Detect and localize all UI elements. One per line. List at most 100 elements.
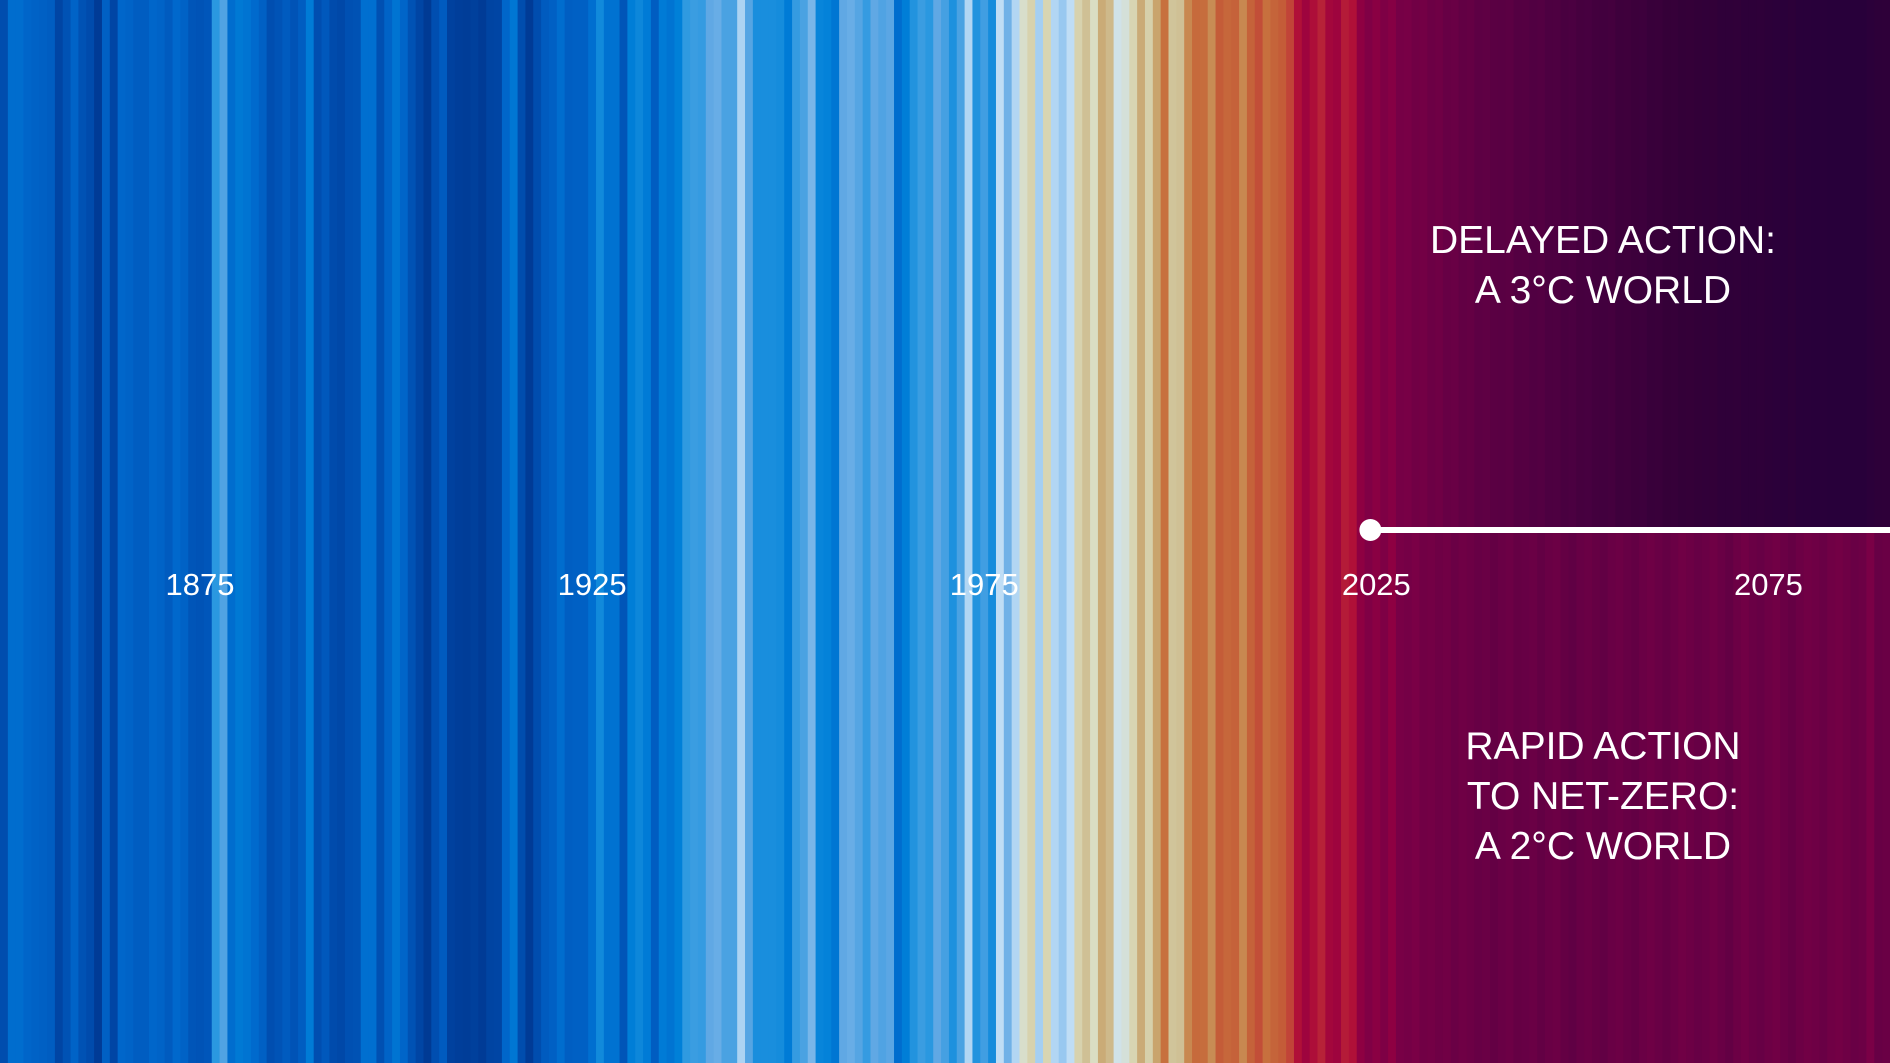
stripe-1895 [352, 0, 362, 1063]
stripe-rapid-2071 [1733, 530, 1742, 1063]
stripe-1988 [1082, 0, 1091, 1063]
stripe-rapid-2077 [1780, 530, 1789, 1063]
tick-label-1875: 1875 [165, 567, 235, 602]
stripe-delayed-2035 [1450, 0, 1460, 530]
stripe-1888 [298, 0, 307, 1063]
stripe-1892 [329, 0, 338, 1063]
stripe-rapid-2059 [1639, 530, 1648, 1063]
stripe-1858 [62, 0, 72, 1063]
stripe-delayed-2026 [1380, 0, 1389, 530]
stripe-1852 [15, 0, 25, 1063]
stripe-1872 [172, 0, 181, 1063]
stripe-rapid-2038 [1474, 530, 1483, 1063]
tick-label-1925: 1925 [557, 567, 627, 602]
stripe-rapid-2026 [1380, 530, 1389, 1063]
stripe-1938 [690, 0, 699, 1063]
stripe-2004 [1207, 0, 1217, 1063]
stripe-2011 [1262, 0, 1272, 1063]
stripe-1957 [839, 0, 848, 1063]
stripe-1974 [972, 0, 981, 1063]
stripe-1914 [501, 0, 511, 1063]
stripe-1984 [1050, 0, 1060, 1063]
stripe-rapid-2055 [1607, 530, 1617, 1063]
stripe-2000 [1176, 0, 1185, 1063]
stripe-1981 [1027, 0, 1036, 1063]
stripe-rapid-2069 [1717, 530, 1726, 1063]
stripe-delayed-2079 [1795, 0, 1805, 530]
stripe-delayed-2033 [1435, 0, 1444, 530]
stripe-delayed-2038 [1474, 0, 1483, 530]
stripe-delayed-2031 [1419, 0, 1428, 530]
stripe-delayed-2028 [1395, 0, 1405, 530]
stripe-2005 [1215, 0, 1225, 1063]
stripe-1898 [376, 0, 385, 1063]
stripe-1964 [894, 0, 903, 1063]
stripe-2008 [1239, 0, 1248, 1063]
stripe-1881 [243, 0, 252, 1063]
stripe-rapid-2068 [1709, 530, 1719, 1063]
stripe-rapid-2047 [1544, 530, 1554, 1063]
stripe-rapid-2079 [1795, 530, 1805, 1063]
stripe-delayed-2030 [1411, 0, 1421, 530]
stripe-1959 [854, 0, 864, 1063]
stripe-delayed-2087 [1858, 0, 1868, 530]
stripe-rapid-2053 [1591, 530, 1601, 1063]
stripe-1913 [494, 0, 503, 1063]
stripe-1945 [745, 0, 754, 1063]
stripe-rapid-2083 [1827, 530, 1836, 1063]
stripe-rapid-2025 [1372, 530, 1381, 1063]
stripe-rapid-2034 [1442, 530, 1452, 1063]
stripe-1922 [564, 0, 574, 1063]
stripe-rapid-2062 [1662, 530, 1672, 1063]
stripe-delayed-2043 [1513, 0, 1523, 530]
stripe-rapid-2078 [1788, 530, 1797, 1063]
stripe-delayed-2048 [1552, 0, 1562, 530]
stripe-delayed-2077 [1780, 0, 1789, 530]
stripe-1863 [101, 0, 111, 1063]
stripe-1902 [407, 0, 417, 1063]
stripe-rapid-2060 [1646, 530, 1656, 1063]
stripe-1887 [290, 0, 299, 1063]
stripe-rapid-2037 [1466, 530, 1475, 1063]
stripe-rapid-2027 [1388, 530, 1397, 1063]
stripe-1876 [203, 0, 213, 1063]
stripe-rapid-2042 [1505, 530, 1515, 1063]
stripe-rapid-2046 [1537, 530, 1546, 1063]
stripe-1953 [807, 0, 817, 1063]
stripe-rapid-2058 [1631, 530, 1640, 1063]
stripe-2018 [1317, 0, 1326, 1063]
stripe-1943 [729, 0, 738, 1063]
stripe-delayed-2071 [1733, 0, 1742, 530]
stripe-1935 [666, 0, 676, 1063]
stripe-1901 [399, 0, 409, 1063]
stripe-2009 [1246, 0, 1256, 1063]
stripe-1987 [1074, 0, 1083, 1063]
stripe-1921 [556, 0, 566, 1063]
stripe-1868 [141, 0, 150, 1063]
stripe-1912 [486, 0, 495, 1063]
stripe-1917 [525, 0, 534, 1063]
stripe-1954 [815, 0, 825, 1063]
stripe-1854 [31, 0, 40, 1063]
stripe-rapid-2057 [1623, 530, 1632, 1063]
stripe-1878 [219, 0, 229, 1063]
stripe-1952 [799, 0, 809, 1063]
stripe-delayed-2047 [1544, 0, 1554, 530]
stripe-rapid-2035 [1450, 530, 1460, 1063]
delayed-action-annotation: DELAYED ACTION: A 3°C WORLD [1430, 216, 1776, 316]
stripe-1960 [862, 0, 872, 1063]
stripe-1977 [995, 0, 1005, 1063]
stripe-rapid-2088 [1866, 530, 1875, 1063]
stripe-1877 [211, 0, 221, 1063]
stripe-1965 [901, 0, 911, 1063]
annotation-line: DELAYED ACTION: [1429, 219, 1777, 262]
stripe-rapid-2086 [1850, 530, 1860, 1063]
stripe-2002 [1192, 0, 1201, 1063]
stripe-1907 [447, 0, 456, 1063]
stripe-rapid-2050 [1568, 530, 1577, 1063]
stripe-rapid-2032 [1427, 530, 1436, 1063]
stripe-1978 [1003, 0, 1013, 1063]
stripe-delayed-2078 [1788, 0, 1797, 530]
stripe-1950 [784, 0, 793, 1063]
